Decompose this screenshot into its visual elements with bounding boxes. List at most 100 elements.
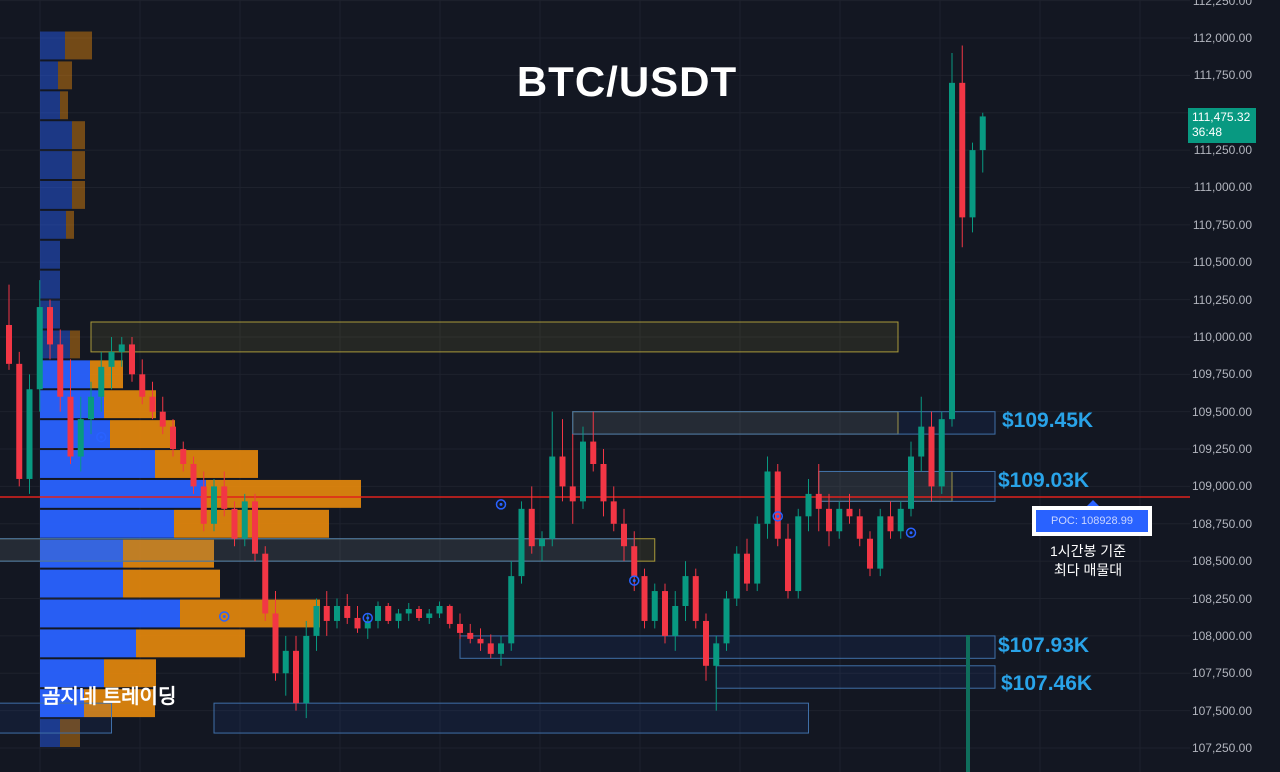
candle-up [405, 608, 412, 614]
candle-down [692, 576, 699, 621]
price-axis-tick: 107,500.00 [1191, 703, 1252, 718]
volume-bar-sell [72, 181, 85, 209]
price-axis-tick: 112,000.00 [1192, 31, 1252, 45]
zone-label-109-03k: $109.03K [998, 469, 1090, 492]
candle-down [6, 324, 12, 364]
volume-bar-buy [40, 539, 123, 568]
candle-down [569, 486, 576, 502]
volume-bar-sell [180, 599, 320, 628]
watermark-text: 곰지네 트레이딩 [42, 686, 177, 708]
candle-down [180, 449, 187, 464]
signal-marker-dot [366, 616, 370, 620]
volume-bar-sell [174, 509, 329, 538]
candle-up [118, 344, 125, 352]
candle-up [908, 456, 914, 509]
candle-down [170, 426, 176, 450]
candle-up [518, 508, 525, 577]
candle-up [375, 606, 381, 621]
last-price-tag: 111,475.32 36:48 [1188, 108, 1256, 143]
price-axis-tick: 111,750.00 [1193, 68, 1252, 83]
candle-down [703, 620, 709, 666]
candle-up [938, 419, 945, 487]
candle-up [651, 591, 658, 621]
price-axis-tick: 108,500.00 [1191, 554, 1252, 569]
candle-down [252, 501, 258, 554]
candle-up [26, 389, 33, 479]
candle-down [815, 493, 822, 509]
signal-marker-dot [776, 514, 780, 518]
price-axis-tick: 111,000.00 [1193, 180, 1252, 195]
volume-bar-buy [40, 479, 206, 508]
price-axis-tick: 108,250.00 [1191, 591, 1252, 606]
candle-down [590, 441, 597, 464]
candle-down [631, 546, 638, 577]
volume-bar-buy [40, 270, 60, 299]
candle-down [528, 508, 535, 547]
signal-marker [219, 611, 230, 622]
candle-up [795, 516, 802, 592]
price-axis-tick: 112,250.00 [1192, 0, 1252, 8]
price-axis-tick: 110,250.00 [1192, 292, 1252, 307]
candle-up [713, 643, 720, 666]
candle-up [672, 606, 679, 636]
candle-up [918, 426, 925, 457]
signal-marker [362, 612, 373, 624]
signal-marker [495, 499, 507, 510]
candle-down [416, 608, 422, 618]
candle-down [600, 464, 607, 502]
supply-zone [90, 321, 899, 353]
poc-note-line1: 1시간봉 기준 [1049, 543, 1127, 559]
last-price-value: 111,475.32 [1192, 110, 1251, 124]
candle-up [211, 486, 217, 524]
zone-label-107-93k: $107.93K [998, 634, 1090, 657]
volume-bar-buy [40, 420, 110, 449]
volume-bar-sell [72, 151, 85, 179]
candle-down [959, 82, 966, 218]
candle-down [446, 606, 453, 624]
candle-up [334, 606, 340, 621]
candle-up [313, 606, 320, 636]
volume-bar-buy [40, 599, 180, 628]
volume-bar-sell [123, 569, 220, 598]
candle-down [354, 617, 361, 629]
candle-down [67, 396, 74, 457]
demand-zone [715, 665, 996, 689]
volume-bar-buy [40, 240, 60, 269]
volume-bar-sell [123, 539, 214, 568]
poc-label: POC: 108928.99 [1036, 510, 1148, 532]
candle-up [682, 576, 689, 606]
candle-up [723, 598, 730, 644]
candle-up [805, 493, 812, 517]
volume-bar-buy [40, 659, 104, 688]
zone-label-107-46k: $107.46K [1001, 672, 1093, 695]
volume-bar-buy [40, 31, 65, 60]
candle-up [979, 116, 986, 151]
price-axis-tick: 109,250.00 [1191, 442, 1252, 457]
candle-up [498, 643, 504, 654]
candle-down [385, 606, 392, 621]
signal-marker [629, 575, 640, 586]
candle-down [887, 516, 894, 532]
candle-down [610, 501, 617, 524]
candle-up [764, 471, 771, 524]
price-axis-tick: 109,000.00 [1191, 479, 1252, 494]
candle-down [641, 576, 648, 621]
candle-down [57, 344, 64, 397]
signal-marker [96, 431, 107, 443]
candle-down [323, 606, 330, 621]
candle-down [928, 426, 935, 487]
candle-up [580, 441, 586, 502]
poc-note-line2: 최다 매물대 [1053, 562, 1123, 578]
volume-bar-buy [40, 151, 72, 179]
signal-marker-dot [499, 502, 503, 506]
candle-down [231, 508, 238, 539]
candle-down [477, 638, 484, 644]
candle-up [364, 620, 371, 629]
candle-up [303, 635, 310, 704]
candle-up [436, 606, 443, 614]
zone-label-109-45k: $109.45K [1002, 409, 1094, 432]
candle-up [754, 523, 761, 584]
candle-up [539, 538, 545, 547]
volume-bar-sell [206, 479, 361, 508]
